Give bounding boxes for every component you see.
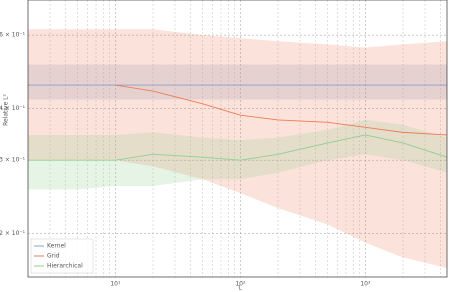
x-tick-label: 10² <box>235 281 246 288</box>
x-axis-label: L <box>238 285 242 292</box>
x-tick-label: 10³ <box>360 281 371 288</box>
y-tick-label: 4 × 10⁻¹ <box>0 105 26 112</box>
plot-frame <box>27 0 448 278</box>
confidence-band <box>28 64 447 100</box>
confidence-band <box>28 29 447 269</box>
legend-label: Grid <box>47 253 60 260</box>
series-line <box>28 134 448 161</box>
y-tick-label: 2 × 10⁻¹ <box>0 230 26 237</box>
legend-label: Hierarchical <box>47 263 83 270</box>
y-tick-label: 3 × 10⁻¹ <box>0 157 26 164</box>
x-tick-label: 10¹ <box>110 281 121 288</box>
y-tick-label: 6 × 10⁻¹ <box>0 32 26 39</box>
confidence-band <box>28 119 447 190</box>
legend-label: Kernel <box>47 243 66 250</box>
series-line <box>115 84 448 136</box>
y-axis-label: Relative L² <box>3 93 10 125</box>
